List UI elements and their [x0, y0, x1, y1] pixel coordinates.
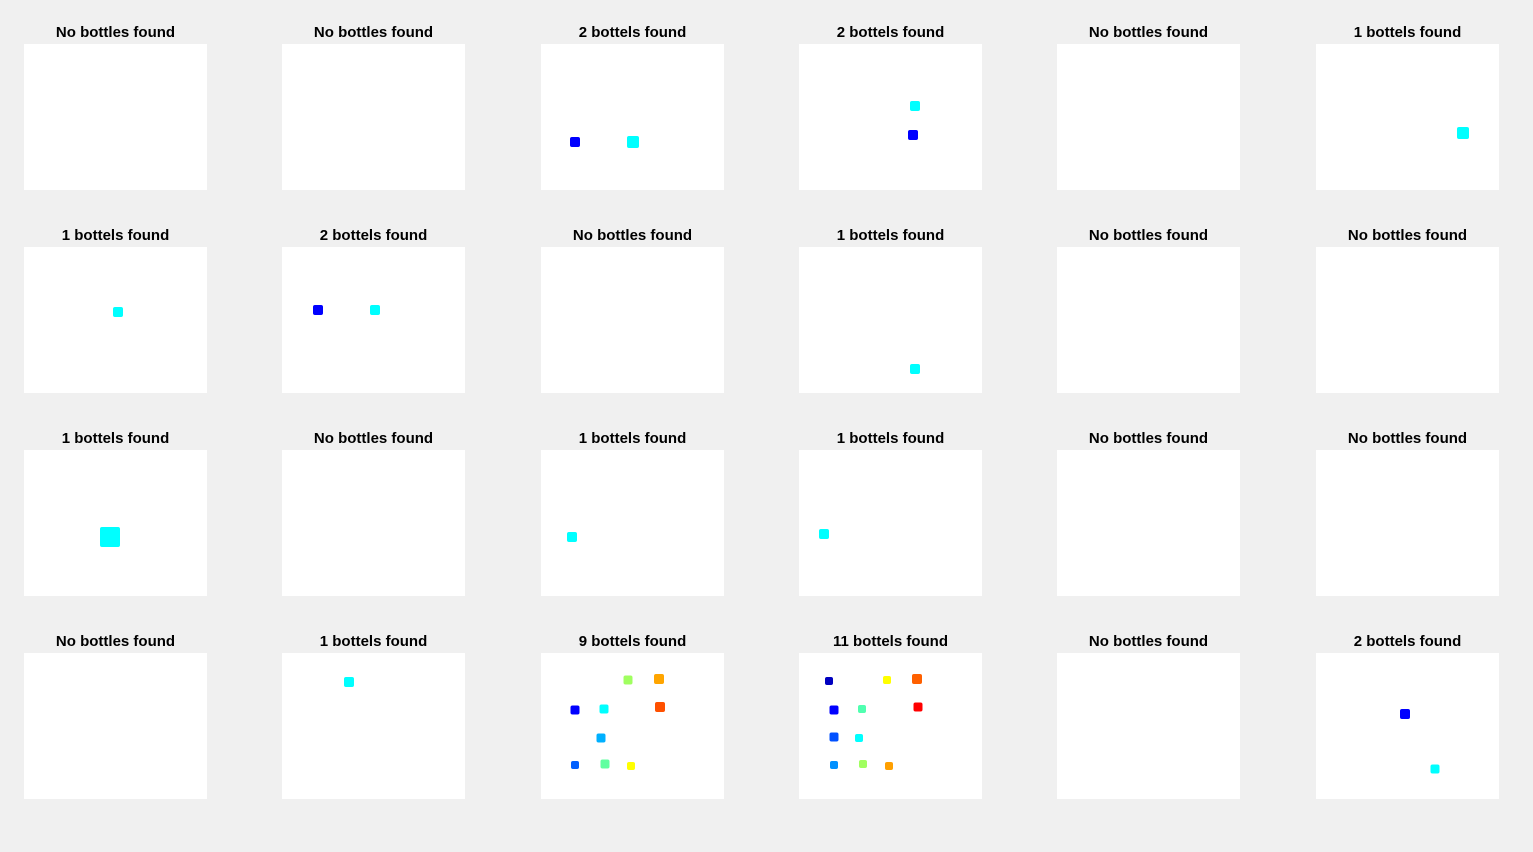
panel-title: No bottles found: [1089, 430, 1208, 447]
bottle-blob: [655, 702, 665, 712]
bottle-blob: [910, 364, 920, 374]
panel-image: [1316, 44, 1499, 190]
bottle-blob: [819, 529, 829, 539]
panel-image: [282, 247, 465, 393]
panel-title: No bottles found: [1089, 633, 1208, 650]
panel-title: No bottles found: [1089, 24, 1208, 41]
bottle-blob: [570, 705, 580, 715]
bottle-blob: [627, 136, 639, 148]
panel-image: [799, 450, 982, 596]
panel-title: 1 bottels found: [62, 227, 170, 244]
panel-title: 2 bottels found: [579, 24, 687, 41]
panel-image: [541, 653, 724, 799]
bottle-blob: [599, 704, 609, 714]
panel-image: [799, 247, 982, 393]
bottle-blob: [313, 305, 323, 315]
bottle-blob: [654, 674, 664, 684]
panel-title: 2 bottels found: [320, 227, 428, 244]
panel-image: [541, 450, 724, 596]
bottle-blob: [571, 761, 579, 769]
bottle-blob: [623, 675, 633, 685]
panel-title: No bottles found: [1089, 227, 1208, 244]
panel-title: 9 bottels found: [579, 633, 687, 650]
bottle-blob: [908, 130, 918, 140]
bottle-blob: [913, 702, 923, 712]
panel-title: 2 bottels found: [837, 24, 945, 41]
panel-image: [1316, 653, 1499, 799]
bottle-blob: [825, 677, 833, 685]
bottle-blob: [910, 101, 920, 111]
bottle-blob: [596, 733, 606, 743]
panel-image: [24, 247, 207, 393]
panel-title: 2 bottels found: [1354, 633, 1462, 650]
panel-image: [799, 653, 982, 799]
bottle-blob: [627, 762, 635, 770]
bottle-blob: [567, 532, 577, 542]
panel-image: [1057, 450, 1240, 596]
bottle-blob: [1430, 764, 1440, 774]
panel-image: [24, 450, 207, 596]
panel-title: 11 bottels found: [833, 633, 948, 650]
bottle-blob: [885, 762, 893, 770]
bottle-blob: [1400, 709, 1410, 719]
panel-title: No bottles found: [1348, 430, 1467, 447]
bottle-blob: [100, 527, 120, 547]
bottle-blob: [113, 307, 123, 317]
panel-image: [24, 653, 207, 799]
bottle-blob: [600, 759, 610, 769]
panel-title: 1 bottels found: [1354, 24, 1462, 41]
panel-title: No bottles found: [314, 24, 433, 41]
panel-image: [282, 44, 465, 190]
panel-image: [541, 247, 724, 393]
bottle-blob: [830, 761, 838, 769]
bottle-blob: [829, 732, 839, 742]
panel-image: [24, 44, 207, 190]
panel-title: 1 bottels found: [62, 430, 170, 447]
panel-title: No bottles found: [573, 227, 692, 244]
panel-image: [1057, 653, 1240, 799]
bottle-blob: [859, 760, 867, 768]
panel-title: 1 bottels found: [579, 430, 687, 447]
panel-image: [541, 44, 724, 190]
panel-image: [1057, 44, 1240, 190]
panel-title: No bottles found: [56, 633, 175, 650]
panel-title: No bottles found: [56, 24, 175, 41]
panel-title: 1 bottels found: [837, 430, 945, 447]
bottle-blob: [829, 705, 839, 715]
panel-image: [1316, 450, 1499, 596]
panel-title: No bottles found: [314, 430, 433, 447]
panel-image: [282, 450, 465, 596]
panel-image: [282, 653, 465, 799]
bottle-blob: [858, 705, 866, 713]
panel-image: [1057, 247, 1240, 393]
panel-image: [799, 44, 982, 190]
bottle-blob: [344, 677, 354, 687]
bottle-blob: [855, 734, 863, 742]
bottle-blob: [370, 305, 380, 315]
panel-title: No bottles found: [1348, 227, 1467, 244]
bottle-blob: [912, 674, 922, 684]
bottle-blob: [570, 137, 580, 147]
panel-image: [1316, 247, 1499, 393]
panel-title: 1 bottels found: [320, 633, 428, 650]
bottle-blob: [1457, 127, 1469, 139]
bottle-blob: [883, 676, 891, 684]
panel-title: 1 bottels found: [837, 227, 945, 244]
